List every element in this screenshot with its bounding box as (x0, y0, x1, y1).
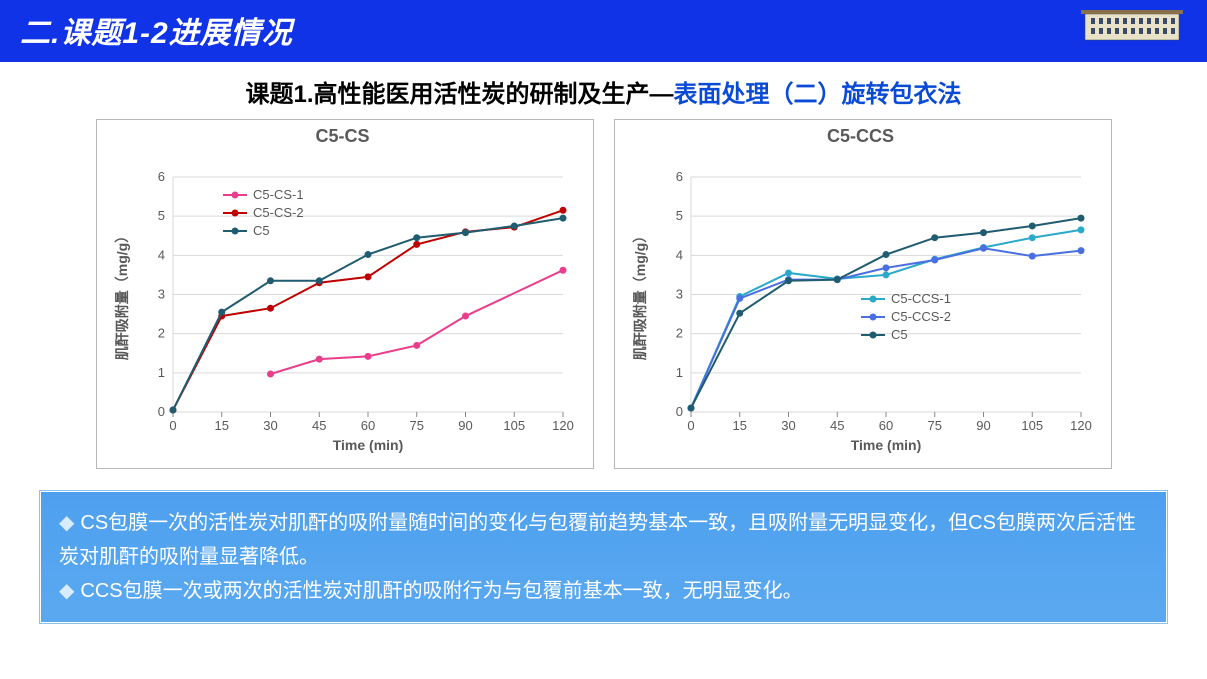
chart-c5-ccs: C5-CCS 01234560153045607590105120Time (m… (614, 119, 1112, 469)
chart2-title: C5-CCS (621, 126, 1101, 147)
svg-text:C5-CS-1: C5-CS-1 (253, 187, 304, 202)
chart1-title: C5-CS (103, 126, 583, 147)
svg-text:C5: C5 (891, 327, 908, 342)
notes-box: ◆CS包膜一次的活性炭对肌酐的吸附量随时间的变化与包覆前趋势基本一致，且吸附量无… (40, 491, 1167, 623)
svg-text:90: 90 (976, 418, 990, 433)
note-1: ◆CS包膜一次的活性炭对肌酐的吸附量随时间的变化与包覆前趋势基本一致，且吸附量无… (59, 506, 1148, 574)
svg-text:4: 4 (675, 247, 682, 262)
svg-text:75: 75 (927, 418, 941, 433)
svg-text:6: 6 (157, 169, 164, 184)
svg-text:60: 60 (878, 418, 892, 433)
diamond-icon: ◆ (59, 580, 74, 602)
subtitle-text-blue: 表面处理（二）旋转包衣法 (674, 81, 962, 108)
svg-text:105: 105 (503, 418, 525, 433)
slide-header: 二.课题1-2进展情况 (0, 0, 1207, 62)
svg-text:0: 0 (675, 404, 682, 419)
chart-c5-cs: C5-CS 01234560153045607590105120Time (mi… (96, 119, 594, 469)
svg-text:30: 30 (263, 418, 277, 433)
diamond-icon: ◆ (59, 512, 74, 534)
note-1-text: CS包膜一次的活性炭对肌酐的吸附量随时间的变化与包覆前趋势基本一致，且吸附量无明… (59, 512, 1136, 568)
svg-text:3: 3 (157, 287, 164, 302)
svg-text:60: 60 (360, 418, 374, 433)
svg-text:6: 6 (675, 169, 682, 184)
svg-text:肌酐吸附量（mg/g）: 肌酐吸附量（mg/g） (114, 229, 130, 360)
svg-text:1: 1 (157, 365, 164, 380)
header-title: 二.课题1-2进展情况 (20, 8, 1187, 52)
svg-text:2: 2 (675, 326, 682, 341)
svg-text:Time (min): Time (min) (332, 437, 403, 453)
svg-text:3: 3 (675, 287, 682, 302)
svg-text:90: 90 (458, 418, 472, 433)
svg-text:5: 5 (157, 208, 164, 223)
subtitle: 课题1.高性能医用活性炭的研制及生产—表面处理（二）旋转包衣法 (0, 62, 1207, 115)
svg-text:15: 15 (732, 418, 746, 433)
svg-text:2: 2 (157, 326, 164, 341)
charts-row: C5-CS 01234560153045607590105120Time (mi… (0, 115, 1207, 477)
svg-text:C5-CCS-1: C5-CCS-1 (891, 291, 951, 306)
svg-text:30: 30 (781, 418, 795, 433)
svg-text:0: 0 (687, 418, 694, 433)
svg-text:75: 75 (409, 418, 423, 433)
svg-text:105: 105 (1021, 418, 1043, 433)
building-logo-icon (1077, 4, 1187, 53)
note-2: ◆ CCS包膜一次或两次的活性炭对肌酐的吸附行为与包覆前基本一致，无明显变化。 (59, 574, 1148, 608)
svg-text:120: 120 (1070, 418, 1092, 433)
svg-text:5: 5 (675, 208, 682, 223)
svg-text:肌酐吸附量（mg/g）: 肌酐吸附量（mg/g） (632, 229, 648, 360)
svg-text:4: 4 (157, 247, 164, 262)
svg-text:45: 45 (830, 418, 844, 433)
note-2-text: CCS包膜一次或两次的活性炭对肌酐的吸附行为与包覆前基本一致，无明显变化。 (80, 580, 802, 602)
svg-text:15: 15 (214, 418, 228, 433)
svg-text:45: 45 (312, 418, 326, 433)
svg-text:C5: C5 (253, 223, 270, 238)
svg-text:120: 120 (552, 418, 574, 433)
svg-text:C5-CCS-2: C5-CCS-2 (891, 309, 951, 324)
subtitle-text-black: 课题1.高性能医用活性炭的研制及生产— (245, 81, 673, 108)
svg-text:0: 0 (169, 418, 176, 433)
svg-text:0: 0 (157, 404, 164, 419)
chart-svg: 01234560153045607590105120Time (min)肌酐吸附… (103, 149, 583, 459)
svg-text:C5-CS-2: C5-CS-2 (253, 205, 304, 220)
svg-text:1: 1 (675, 365, 682, 380)
svg-text:Time (min): Time (min) (850, 437, 921, 453)
chart-svg: 01234560153045607590105120Time (min)肌酐吸附… (621, 149, 1101, 459)
